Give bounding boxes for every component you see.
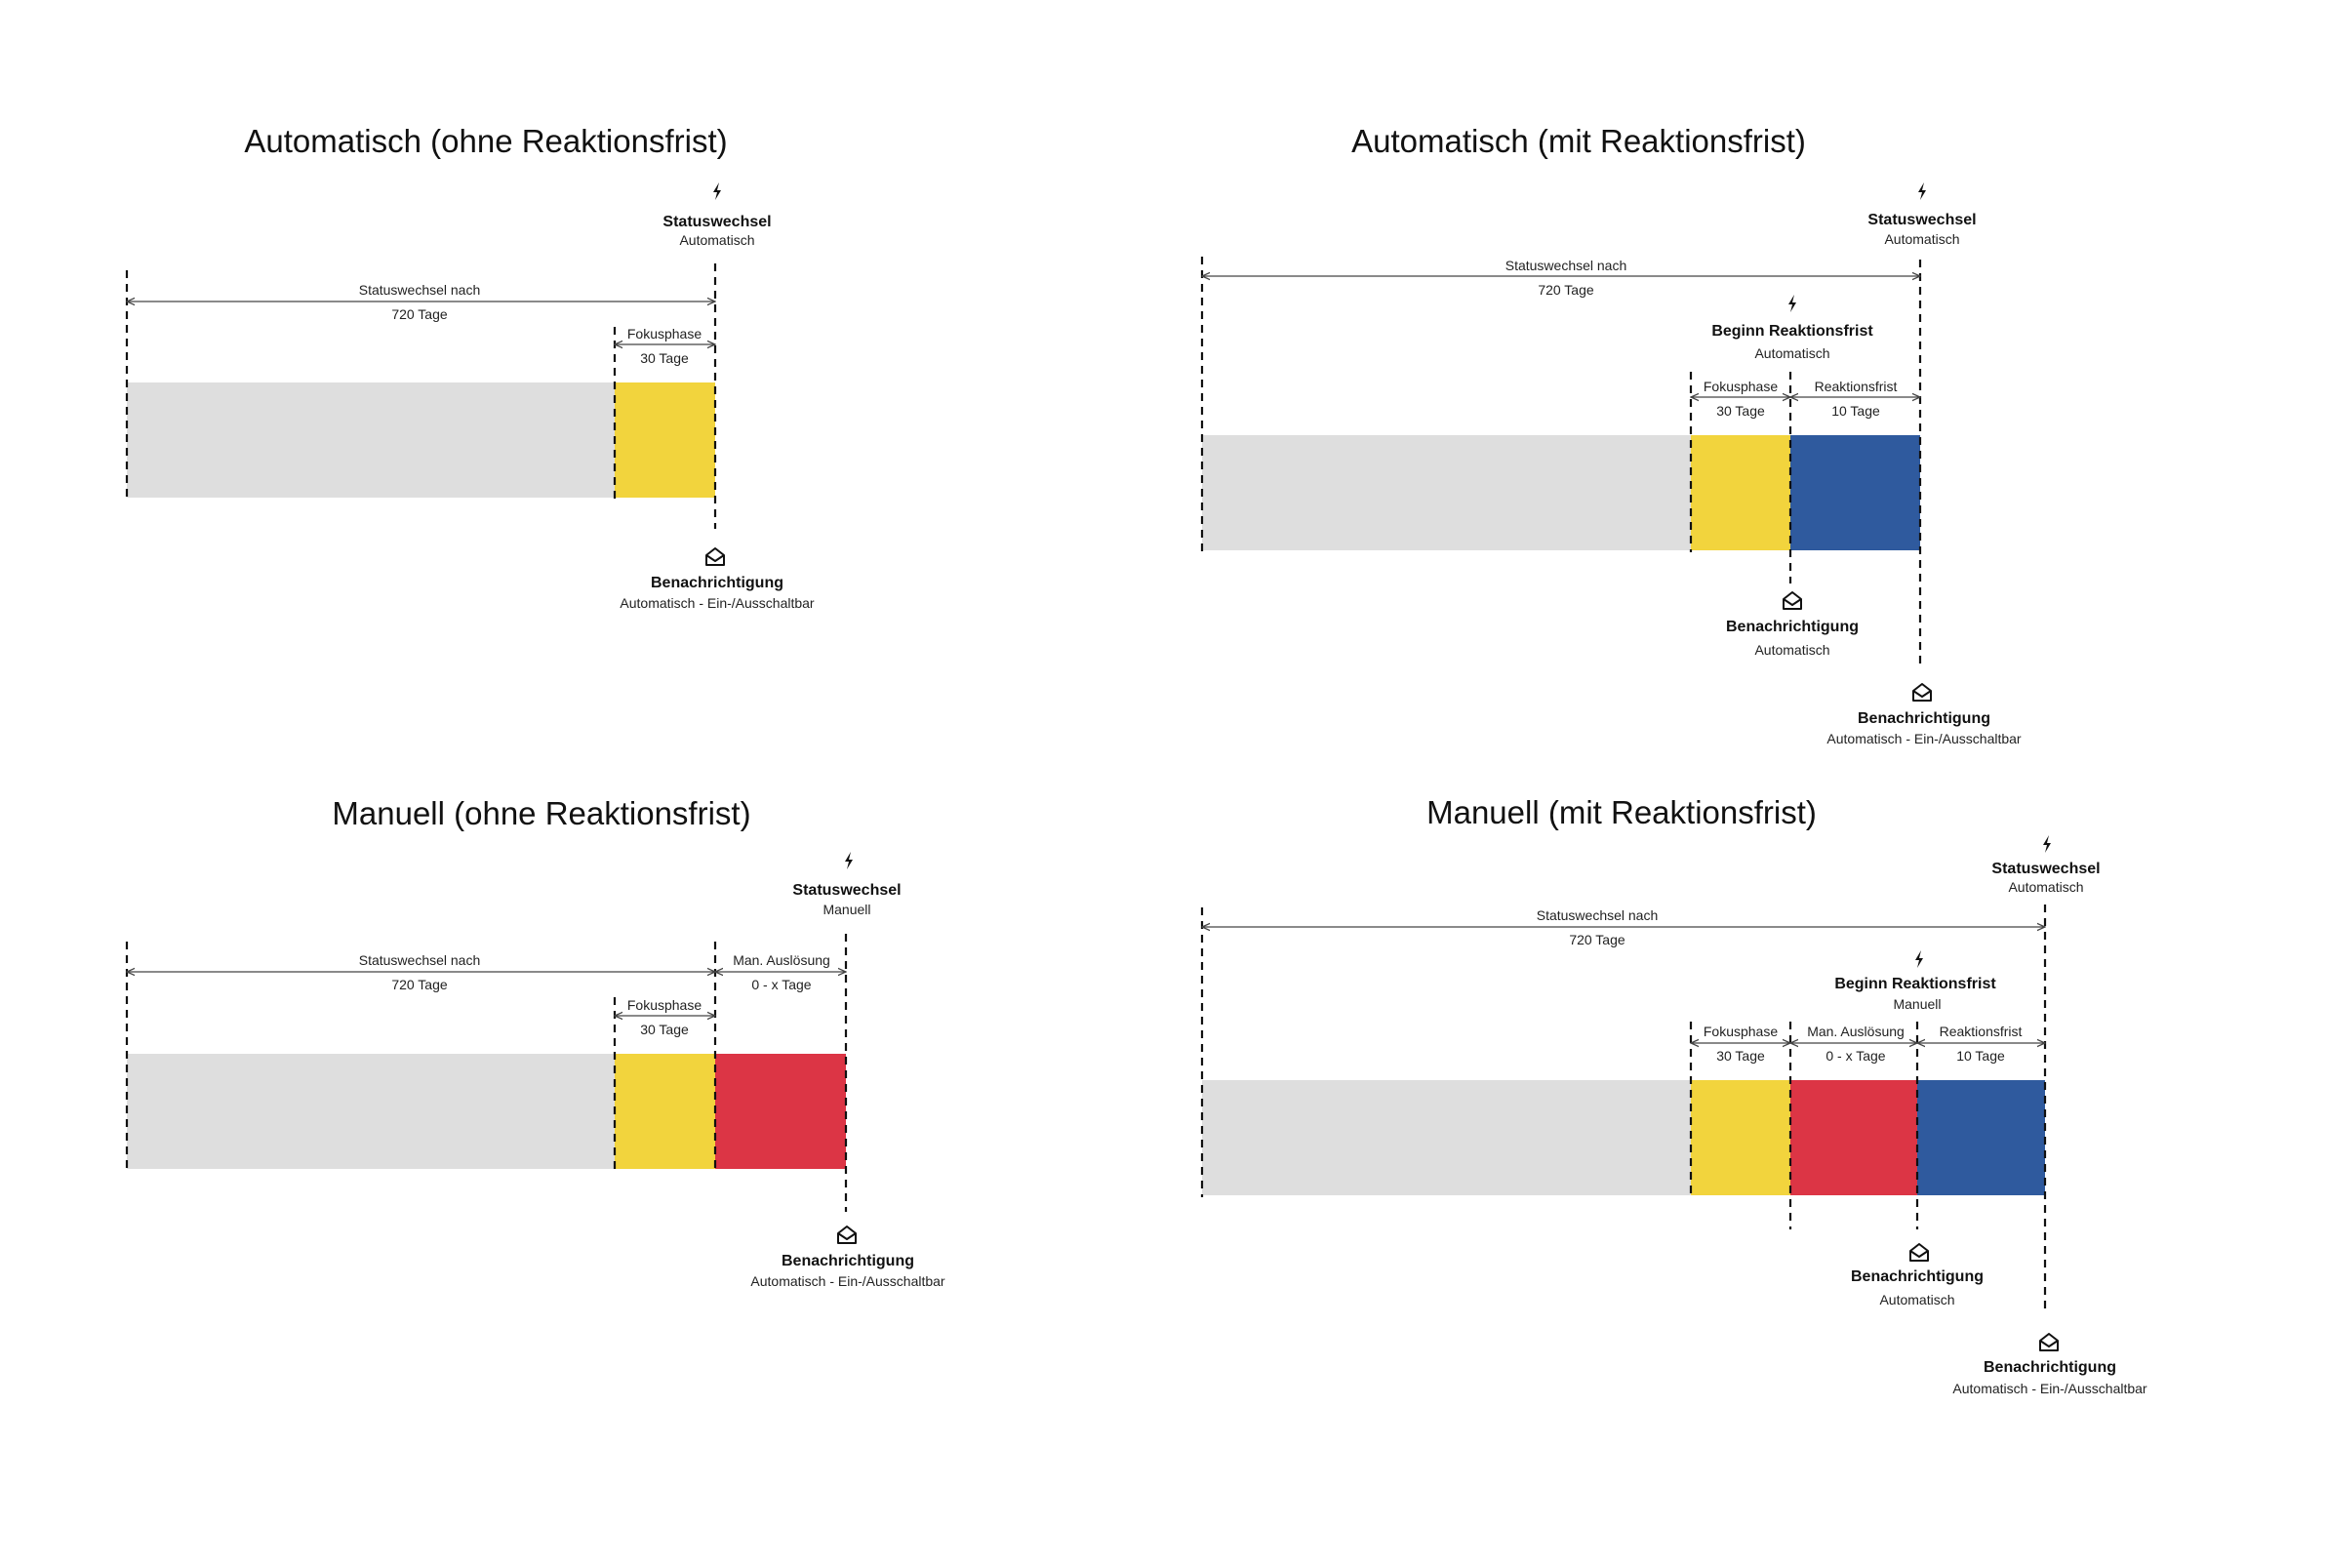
notification-sub: Automatisch bbox=[1879, 1292, 1954, 1307]
envelope-icon bbox=[1912, 683, 1932, 702]
segment-fokus bbox=[615, 382, 715, 498]
panel-manuell-ohne-reaktionsfrist: Manuell (ohne Reaktionsfrist) Statuswech… bbox=[125, 795, 945, 1289]
segment-manual bbox=[1790, 1080, 1917, 1195]
span-value-fokus: 30 Tage bbox=[1716, 1048, 1765, 1064]
span-label-total: Statuswechsel nach bbox=[359, 282, 481, 298]
span-value-reaktion: 10 Tage bbox=[1831, 403, 1880, 419]
span-value-manual: 0 - x Tage bbox=[1825, 1048, 1885, 1064]
notification-title: Benachrichtigung bbox=[782, 1253, 914, 1269]
span-value-total: 720 Tage bbox=[391, 977, 448, 992]
lightning-icon bbox=[2043, 835, 2051, 853]
segment-reaktion bbox=[1790, 435, 1920, 550]
notification-sub: Automatisch - Ein-/Ausschaltbar bbox=[750, 1273, 945, 1289]
segment-fokus bbox=[615, 1054, 715, 1169]
span-value-fokus: 30 Tage bbox=[640, 1022, 689, 1037]
span-label-manual: Man. Auslösung bbox=[1807, 1024, 1905, 1039]
span-label-total: Statuswechsel nach bbox=[359, 952, 481, 968]
segment-base bbox=[127, 1054, 615, 1169]
notification-sub: Automatisch - Ein-/Ausschaltbar bbox=[1826, 731, 2022, 746]
event-title-beginn-reaktionsfrist: Beginn Reaktionsfrist bbox=[1834, 976, 1996, 992]
span-value-fokus: 30 Tage bbox=[640, 350, 689, 366]
span-value-fokus: 30 Tage bbox=[1716, 403, 1765, 419]
panel-title: Automatisch (mit Reaktionsfrist) bbox=[1351, 123, 1806, 159]
lightning-icon bbox=[1915, 950, 1923, 968]
notification-title: Benachrichtigung bbox=[1726, 619, 1859, 635]
span-label-manual: Man. Auslösung bbox=[733, 952, 830, 968]
segment-reaktion bbox=[1917, 1080, 2045, 1195]
span-label-fokus: Fokusphase bbox=[627, 326, 702, 342]
lightning-icon bbox=[1918, 182, 1926, 200]
panel-automatisch-ohne-reaktionsfrist: Automatisch (ohne Reaktionsfrist) Status… bbox=[125, 123, 815, 611]
event-sub-beginn-reaktionsfrist: Manuell bbox=[1893, 996, 1941, 1012]
envelope-icon bbox=[2039, 1333, 2059, 1351]
event-sub-beginn-reaktionsfrist: Automatisch bbox=[1754, 345, 1829, 361]
event-sub-statuswechsel: Automatisch bbox=[2008, 879, 2083, 895]
span-label-reaktion: Reaktionsfrist bbox=[1815, 379, 1898, 394]
span-label-fokus: Fokusphase bbox=[627, 997, 702, 1013]
notification-sub: Automatisch - Ein-/Ausschaltbar bbox=[1952, 1381, 2147, 1396]
event-sub-statuswechsel: Automatisch bbox=[679, 232, 754, 248]
event-sub-statuswechsel: Automatisch bbox=[1884, 231, 1959, 247]
notification-sub: Automatisch - Ein-/Ausschaltbar bbox=[620, 595, 815, 611]
segment-base bbox=[1202, 435, 1691, 550]
event-title-statuswechsel: Statuswechsel bbox=[662, 214, 771, 230]
span-label-fokus: Fokusphase bbox=[1704, 379, 1778, 394]
segment-fokus bbox=[1691, 435, 1790, 550]
span-value-total: 720 Tage bbox=[391, 306, 448, 322]
envelope-icon bbox=[1783, 591, 1802, 610]
event-title-statuswechsel: Statuswechsel bbox=[792, 882, 901, 899]
span-label-total: Statuswechsel nach bbox=[1505, 258, 1627, 273]
envelope-icon bbox=[1909, 1243, 1929, 1262]
span-label-total: Statuswechsel nach bbox=[1537, 907, 1659, 923]
span-label-reaktion: Reaktionsfrist bbox=[1940, 1024, 2023, 1039]
notification-sub: Automatisch bbox=[1754, 642, 1829, 658]
event-title-beginn-reaktionsfrist: Beginn Reaktionsfrist bbox=[1711, 323, 1873, 340]
lightning-icon bbox=[1788, 295, 1796, 312]
segment-base bbox=[127, 382, 615, 498]
panel-title: Manuell (ohne Reaktionsfrist) bbox=[332, 795, 750, 831]
panel-title: Manuell (mit Reaktionsfrist) bbox=[1426, 794, 1817, 830]
notification-title: Benachrichtigung bbox=[1851, 1268, 1984, 1285]
notification-title: Benachrichtigung bbox=[1984, 1359, 2116, 1376]
envelope-icon bbox=[705, 547, 725, 566]
event-sub-statuswechsel: Manuell bbox=[822, 902, 870, 917]
span-label-fokus: Fokusphase bbox=[1704, 1024, 1778, 1039]
span-value-reaktion: 10 Tage bbox=[1956, 1048, 2005, 1064]
event-title-statuswechsel: Statuswechsel bbox=[1991, 861, 2100, 877]
panel-automatisch-mit-reaktionsfrist: Automatisch (mit Reaktionsfrist) Statusw… bbox=[1200, 123, 2022, 746]
span-value-manual: 0 - x Tage bbox=[751, 977, 811, 992]
span-value-total: 720 Tage bbox=[1538, 282, 1594, 298]
lightning-icon bbox=[845, 852, 853, 869]
segment-fokus bbox=[1691, 1080, 1790, 1195]
segment-manual bbox=[715, 1054, 846, 1169]
notification-title: Benachrichtigung bbox=[1858, 710, 1990, 727]
notification-title: Benachrichtigung bbox=[651, 575, 783, 591]
panel-title: Automatisch (ohne Reaktionsfrist) bbox=[244, 123, 727, 159]
panel-manuell-mit-reaktionsfrist: Manuell (mit Reaktionsfrist) Statuswechs… bbox=[1200, 794, 2147, 1396]
envelope-icon bbox=[837, 1226, 857, 1244]
span-value-total: 720 Tage bbox=[1569, 932, 1625, 947]
event-title-statuswechsel: Statuswechsel bbox=[1867, 212, 1976, 228]
lightning-icon bbox=[713, 182, 721, 200]
segment-base bbox=[1202, 1080, 1691, 1195]
